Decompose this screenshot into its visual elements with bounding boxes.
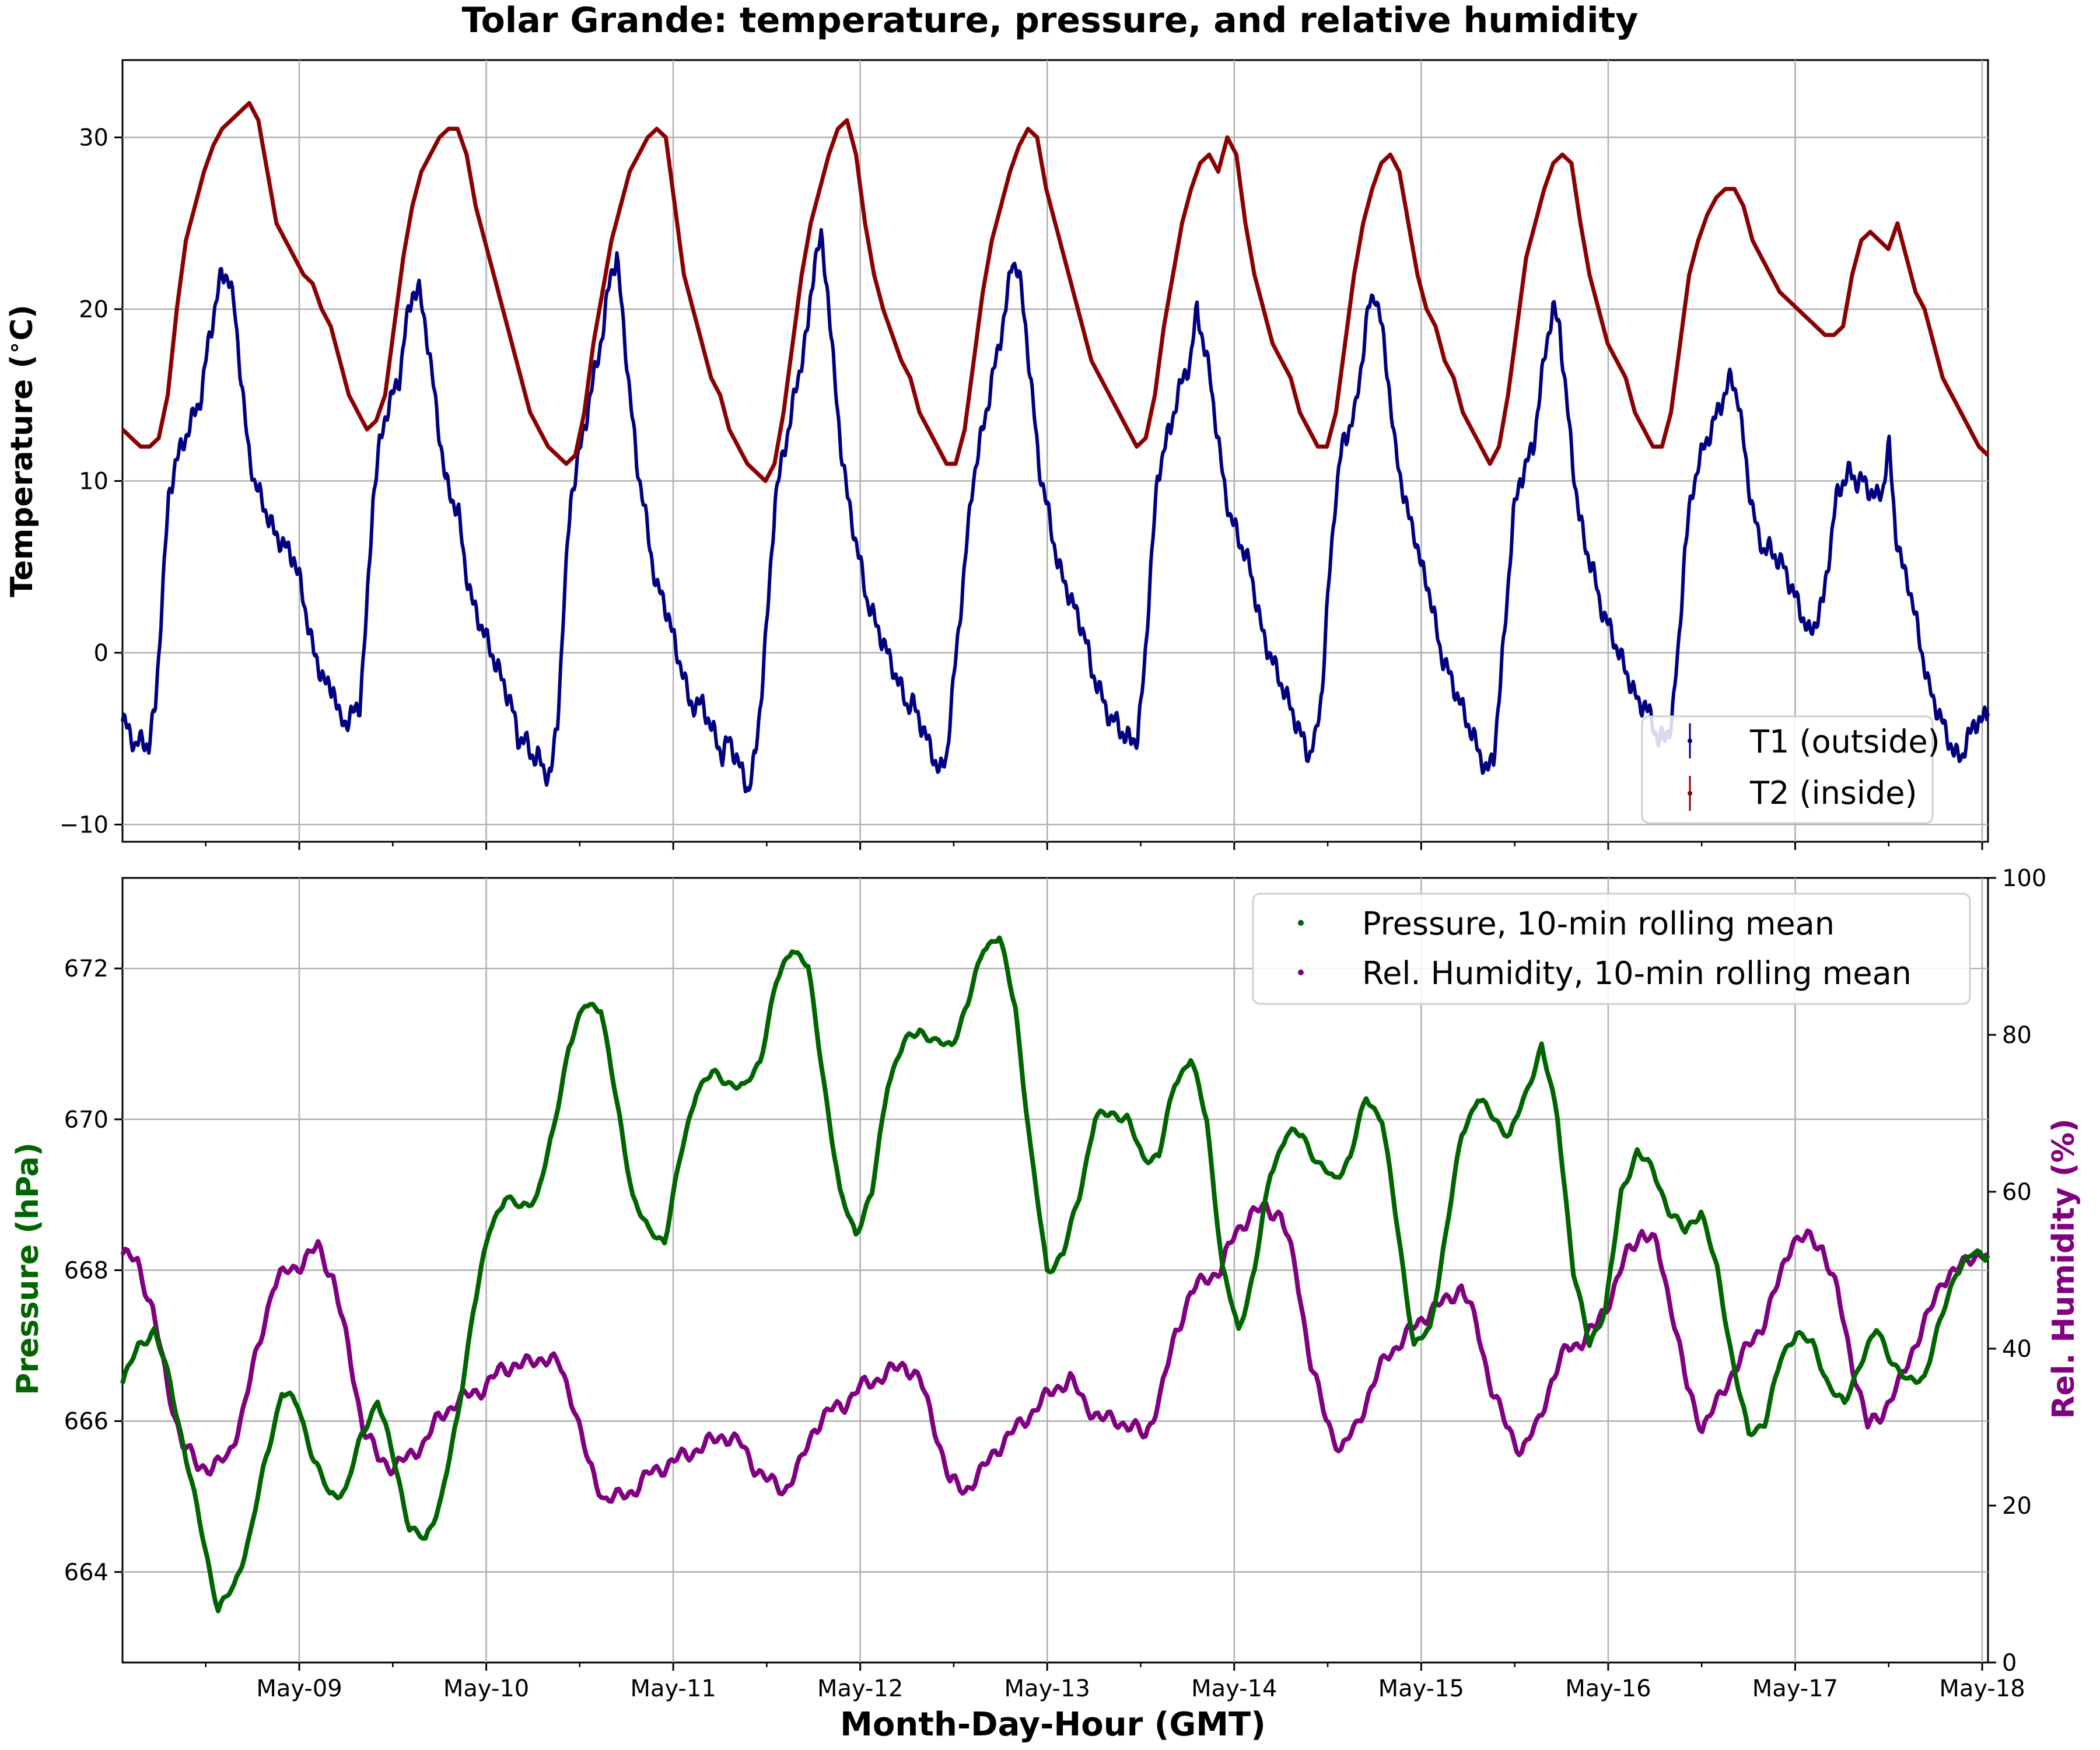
temperature-axes-frame (121, 59, 1989, 843)
humidity-y-ticks: 0 20 40 60 80 100 (1988, 865, 2046, 1676)
x-tick-label: May-15 (1378, 1675, 1464, 1702)
temperature-axis-label-unit: C) (5, 304, 40, 341)
humidity-tick-label: 60 (2002, 1179, 2032, 1206)
x-tick-label: May-16 (1565, 1675, 1651, 1702)
temperature-legend-box (1641, 715, 1934, 824)
temperature-legend: T1 (outside) T2 (inside) (1641, 715, 1940, 824)
pressure-humidity-panel: 664 666 668 670 672 0 20 40 60 80 100 May-09 May-1… (10, 865, 2081, 1702)
humidity-line (120, 1200, 1989, 1504)
x-tick-label: May-17 (1752, 1675, 1838, 1702)
humidity-axis-label: Rel. Humidity (%) (2046, 1118, 2081, 1419)
pressure-tick-label: 666 (64, 1408, 108, 1435)
legend-t2-label: T2 (inside) (1749, 775, 1917, 811)
y-tick-label: 0 (94, 640, 108, 667)
y-tick-label: 30 (79, 125, 108, 152)
legend-t1-dot (1688, 738, 1692, 743)
y-tick-label: 20 (79, 296, 108, 323)
x-tick-label: May-09 (256, 1675, 342, 1702)
humidity-tick-label: 80 (2002, 1022, 2032, 1049)
humidity-tick-label: 0 (2002, 1650, 2017, 1676)
pressure-tick-label: 670 (64, 1107, 108, 1133)
x-axis-label: Month-Day-Hour (GMT) (840, 1706, 1266, 1744)
pressure-y-ticks: 664 666 668 670 672 (64, 956, 123, 1586)
temperature-x-ticks (205, 842, 1983, 850)
pressure-axis-label: Pressure (hPa) (10, 1142, 46, 1395)
x-tick-label: May-11 (630, 1675, 716, 1702)
pressure-line (120, 935, 1990, 1614)
x-tick-label: May-10 (443, 1675, 529, 1702)
legend-t1-label: T1 (outside) (1749, 723, 1940, 760)
t2-inside-line (121, 101, 1990, 483)
legend-humidity-marker (1298, 970, 1304, 975)
legend-pressure-label: Pressure, 10-min rolling mean (1362, 905, 1835, 942)
chart-title: Tolar Grande: temperature, pressure, and… (462, 0, 1639, 41)
legend-t2-dot (1688, 791, 1692, 796)
temperature-panel: −10 0 10 20 30 Temperature (∘C) T1 (outside)… (1, 59, 1990, 850)
x-tick-label: May-13 (1005, 1675, 1090, 1702)
y-tick-label: −10 (60, 812, 108, 839)
x-tick-label: May-12 (817, 1675, 903, 1702)
t1-outside-line (121, 228, 1990, 794)
pressure-tick-label: 668 (64, 1258, 108, 1284)
x-tick-label: May-14 (1191, 1675, 1277, 1702)
pressure-humidity-legend: Pressure, 10-min rolling mean Rel. Humid… (1252, 892, 1971, 1005)
temperature-axis-label: Temperature (∘C) (1, 304, 40, 597)
shared-x-ticks: May-09 May-10 May-11 May-12 May-13 May-14 May-… (205, 1662, 2025, 1702)
pressure-humidity-series (120, 935, 1990, 1614)
pressure-tick-label: 664 (64, 1559, 108, 1586)
temperature-axis-label-text: Temperature ( (5, 355, 40, 597)
y-tick-label: 10 (79, 468, 108, 495)
humidity-tick-label: 40 (2002, 1336, 2032, 1363)
pressure-legend-box (1252, 892, 1971, 1005)
humidity-tick-label: 100 (2002, 865, 2046, 892)
pressure-tick-label: 672 (64, 956, 108, 982)
x-tick-label: May-18 (1939, 1675, 2025, 1702)
humidity-tick-label: 20 (2002, 1493, 2032, 1520)
temperature-series (121, 101, 1990, 794)
legend-pressure-marker (1298, 920, 1304, 926)
temperature-y-ticks: −10 0 10 20 30 (60, 125, 123, 839)
legend-humidity-label: Rel. Humidity, 10-min rolling mean (1362, 955, 1912, 992)
